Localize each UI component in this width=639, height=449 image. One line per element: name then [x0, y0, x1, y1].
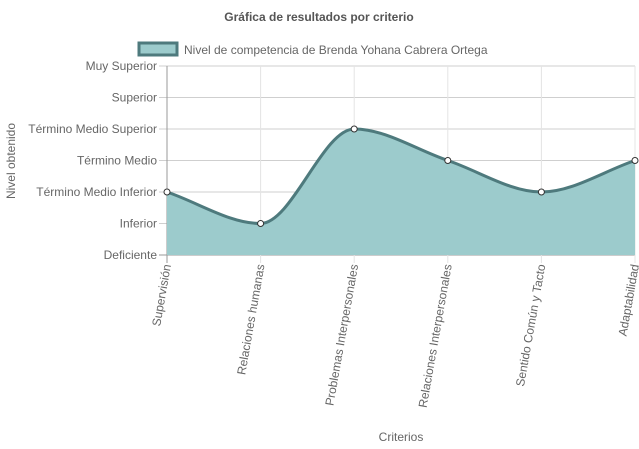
data-point[interactable]: [257, 220, 265, 227]
chart-title: Gráfica de resultados por criterio: [224, 10, 413, 24]
legend[interactable]: Nivel de competencia de Brenda Yohana Ca…: [137, 41, 488, 57]
plot-area: [166, 127, 636, 255]
data-point[interactable]: [537, 188, 545, 196]
y-axis-label: Nivel obtenido: [4, 123, 18, 199]
data-point[interactable]: [163, 188, 171, 196]
legend-label: Nivel de competencia de Brenda Yohana Ca…: [184, 43, 488, 57]
x-tick-label: Sentido Común y Tacto: [513, 263, 548, 388]
y-tick-label: Término Medio Superior: [28, 122, 157, 136]
data-point[interactable]: [631, 157, 639, 164]
y-tick-label: Muy Superior: [86, 59, 157, 73]
y-tick-label: Deficiente: [104, 248, 158, 262]
x-axis-label: Criterios: [379, 430, 424, 444]
x-tick-label: Relaciones humanas: [234, 263, 267, 376]
data-point[interactable]: [350, 125, 358, 133]
y-tick-label: Inferior: [120, 217, 157, 231]
x-tick-label: Adaptabilidad: [616, 263, 639, 337]
x-tick-label: Relaciones Interpersonales: [416, 263, 455, 409]
data-point[interactable]: [444, 157, 452, 164]
x-tick-label: Supervisión: [149, 263, 174, 327]
series-area-fill: [167, 129, 635, 255]
y-tick-label: Superior: [112, 91, 157, 105]
y-tick-label: Término Medio: [77, 154, 157, 168]
y-tick-label: Término Medio Inferior: [36, 185, 157, 199]
data-points: [163, 125, 639, 227]
series-line: [166, 127, 636, 226]
x-tick-label: Problemas Interpersonales: [322, 263, 361, 407]
y-axis-ticks: Deficiente Inferior Término Medio Inferior…: [28, 59, 157, 262]
legend-swatch: [137, 41, 179, 57]
x-axis-ticks: Supervisión Relaciones humanas Problemas I…: [149, 263, 639, 409]
